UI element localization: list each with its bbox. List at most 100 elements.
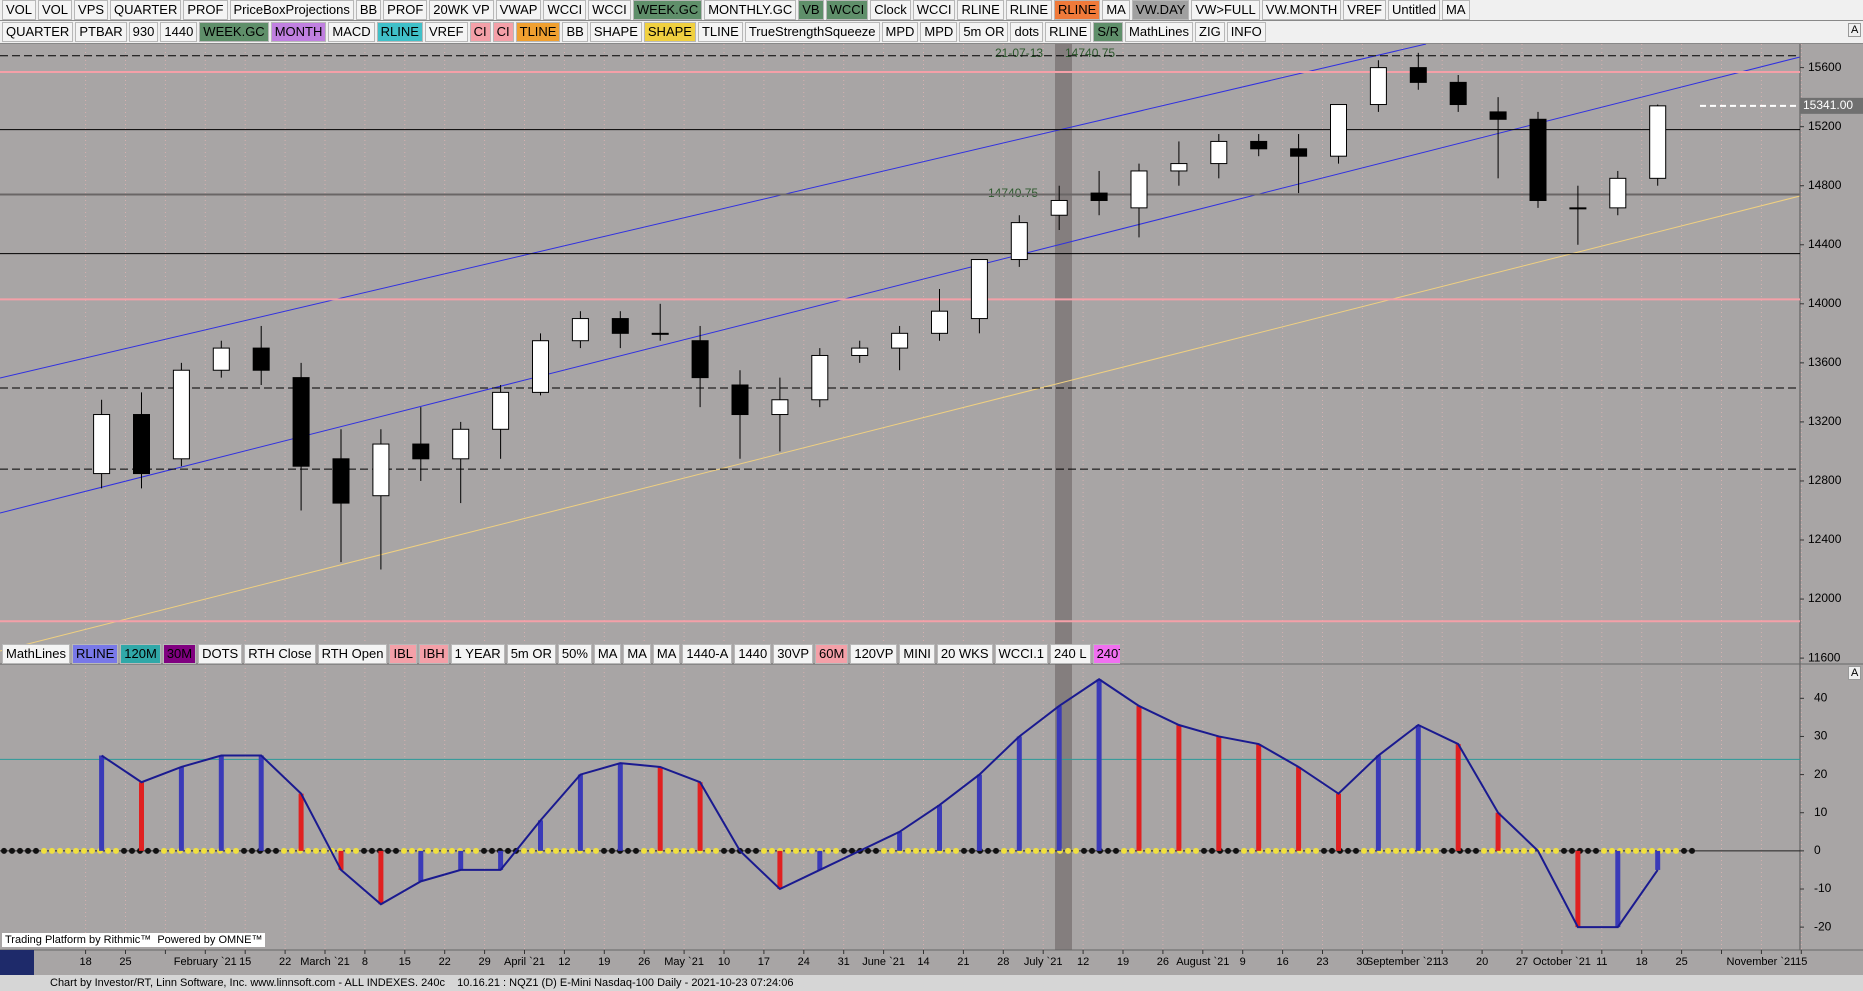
toolbar-button[interactable]: MPD: [920, 22, 958, 42]
candle-body: [771, 399, 789, 416]
toolbar-button[interactable]: Clock: [870, 0, 911, 20]
channel-line: [0, 43, 1427, 379]
axis-button[interactable]: A: [1848, 23, 1862, 37]
toolbar-button[interactable]: MA: [1442, 0, 1470, 20]
toolbar-button[interactable]: 120M: [120, 643, 161, 664]
toolbar-button[interactable]: VOL: [2, 0, 37, 20]
zero-dot: [1409, 847, 1415, 854]
toolbar-button[interactable]: 30M: [162, 643, 197, 664]
toolbar-button[interactable]: 60M: [815, 643, 849, 664]
toolbar-button[interactable]: 1 YEAR: [450, 643, 505, 664]
toolbar-button[interactable]: MONTH: [270, 22, 327, 42]
toolbar-button[interactable]: MACD: [328, 22, 375, 42]
date-label: 29: [478, 956, 490, 968]
toolbar-button[interactable]: WCCI: [912, 0, 956, 20]
toolbar-button[interactable]: 1440: [734, 643, 772, 664]
toolbar-button[interactable]: WEEK.GC: [199, 22, 269, 42]
toolbar-button[interactable]: RLINE: [957, 0, 1004, 20]
date-label: September `21: [1366, 956, 1439, 968]
toolbar-button[interactable]: MINI: [899, 643, 935, 664]
zero-dot: [961, 847, 967, 854]
toolbar-button[interactable]: MONTHLY.GC: [704, 0, 797, 20]
toolbar-button[interactable]: IBL: [389, 643, 417, 664]
toolbar-button[interactable]: TLINE: [697, 22, 743, 42]
toolbar-button[interactable]: ZIG: [1195, 22, 1225, 42]
toolbar-button[interactable]: MathLines: [2, 643, 70, 664]
toolbar-button[interactable]: WCCI: [825, 0, 869, 20]
toolbar-button[interactable]: S/R: [1093, 22, 1124, 42]
toolbar-button[interactable]: VPS: [74, 0, 109, 20]
toolbar-button[interactable]: BB: [562, 22, 588, 42]
toolbar-button[interactable]: PTBAR: [75, 22, 127, 42]
toolbar-button[interactable]: 50%: [557, 643, 592, 664]
zero-dot: [585, 847, 591, 854]
toolbar-button[interactable]: SHAPE: [589, 22, 642, 42]
toolbar-button[interactable]: RTH Open: [317, 643, 388, 664]
toolbar-button[interactable]: WCCI.1: [994, 643, 1049, 664]
zero-dot: [201, 847, 207, 854]
toolbar-button[interactable]: VW>FULL: [1191, 0, 1260, 20]
toolbar-button[interactable]: 1440-A: [682, 643, 733, 664]
toolbar-button[interactable]: MathLines: [1125, 22, 1194, 42]
toolbar-button[interactable]: SHAPE: [643, 22, 696, 42]
toolbar-button[interactable]: RLINE: [71, 643, 119, 664]
zero-dot: [1001, 847, 1007, 854]
toolbar-button[interactable]: PROF: [183, 0, 228, 20]
axis-button[interactable]: A: [1848, 666, 1862, 680]
toolbar-button[interactable]: 20WK VP: [429, 0, 494, 20]
toolbar-button[interactable]: VOL: [38, 0, 73, 20]
toolbar-button[interactable]: INFO: [1226, 22, 1266, 42]
toolbar-button[interactable]: 120VP: [850, 643, 898, 664]
toolbar-button[interactable]: CI: [469, 22, 491, 42]
toolbar-button[interactable]: TLINE: [515, 22, 561, 42]
toolbar-button[interactable]: WCCI: [588, 0, 631, 20]
toolbar-button[interactable]: 5m OR: [959, 22, 1009, 42]
toolbar-button[interactable]: 5m OR: [506, 643, 556, 664]
date-label: 26: [638, 956, 650, 968]
toolbar-button[interactable]: CI: [492, 22, 514, 42]
toolbar-button[interactable]: MA: [623, 643, 651, 664]
toolbar-button[interactable]: MA: [652, 643, 681, 664]
toolbar-button[interactable]: QUARTER: [110, 0, 182, 20]
toolbar-button[interactable]: BB: [355, 0, 382, 20]
date-label: 19: [1117, 956, 1129, 968]
toolbar-button[interactable]: MA: [1102, 0, 1130, 20]
toolbar-button[interactable]: PriceBoxProjections: [229, 0, 354, 20]
toolbar-button[interactable]: TrueStrengthSqueeze: [744, 22, 880, 42]
toolbar-button[interactable]: RLINE: [376, 22, 423, 42]
toolbar-button[interactable]: 240 L: [1050, 643, 1091, 664]
toolbar-button[interactable]: PROF: [383, 0, 428, 20]
zero-dot: [1281, 847, 1287, 854]
zero-dot: [793, 847, 799, 854]
toolbar-button[interactable]: 1440: [160, 22, 198, 42]
toolbar-button[interactable]: 30VP: [773, 643, 814, 664]
zero-dot: [753, 847, 759, 854]
toolbar-button[interactable]: QUARTER: [2, 22, 74, 42]
toolbar-button[interactable]: MA: [593, 643, 622, 664]
candle-body: [452, 428, 470, 460]
zero-dot: [57, 847, 63, 854]
toolbar-button[interactable]: WCCI: [543, 0, 587, 20]
toolbar-button[interactable]: VREF: [1343, 0, 1386, 20]
toolbar-button[interactable]: RLINE: [1054, 0, 1101, 20]
cursor-value: 14740.75: [1065, 46, 1115, 60]
toolbar-button[interactable]: DOTS: [198, 643, 243, 664]
zero-dot: [561, 847, 567, 854]
toolbar-button[interactable]: VW.DAY: [1131, 0, 1190, 20]
toolbar-button[interactable]: 240T: [1092, 643, 1120, 664]
toolbar-button[interactable]: WEEK.GC: [632, 0, 703, 20]
toolbar-button[interactable]: VB: [798, 0, 824, 20]
toolbar-button[interactable]: VWAP: [495, 0, 542, 20]
toolbar-button[interactable]: dots: [1010, 22, 1044, 42]
toolbar-button[interactable]: RTH Close: [244, 643, 316, 664]
toolbar-button[interactable]: 20 WKS: [936, 643, 993, 664]
toolbar-button[interactable]: IBH: [419, 643, 449, 664]
toolbar-button[interactable]: VW.MONTH: [1261, 0, 1342, 20]
toolbar-button[interactable]: VREF: [424, 22, 468, 42]
toolbar-button[interactable]: RLINE: [1045, 22, 1092, 42]
toolbar-button[interactable]: RLINE: [1005, 0, 1053, 20]
toolbar-button[interactable]: MPD: [881, 22, 919, 42]
toolbar-button[interactable]: 930: [128, 22, 159, 42]
zero-dot: [9, 847, 15, 854]
toolbar-button[interactable]: Untitled: [1387, 0, 1441, 20]
